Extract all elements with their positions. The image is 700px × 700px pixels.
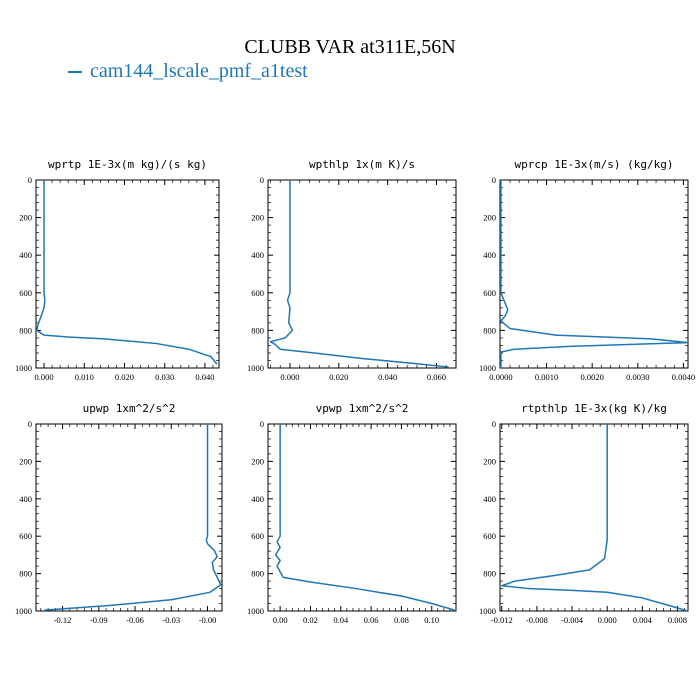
y-tick-label: 600 [19, 531, 32, 541]
legend: cam144_lscale_pmf_a1test [68, 60, 308, 83]
chart-panel-4: upwp 1xm^2/s^2 0 200 400 600 800 1000 -0.12 -0.0… [15, 402, 223, 625]
x-tick-label: 0.000 [598, 615, 617, 625]
x-tick-label: -0.09 [90, 615, 108, 625]
x-tick-label: -0.12 [54, 615, 72, 625]
x-tick-label: -0.004 [561, 615, 584, 625]
y-tick-label: 800 [483, 569, 496, 579]
panel-title: vpwp 1xm^2/s^2 [316, 402, 409, 415]
y-tick-label: 1000 [247, 606, 264, 616]
y-tick-label: 1000 [247, 363, 264, 373]
y-tick-label: 600 [19, 288, 32, 298]
series-line [36, 180, 218, 365]
x-tick-label: 0.10 [424, 615, 439, 625]
y-tick-label: 400 [251, 494, 264, 504]
y-tick-label: 1000 [15, 363, 32, 373]
y-tick-label: 0 [492, 419, 496, 429]
y-tick-label: 600 [251, 531, 264, 541]
y-tick-label: 800 [251, 325, 264, 335]
figure-title: CLUBB VAR at311E,56N [244, 36, 456, 58]
x-tick-label: 0.060 [427, 372, 446, 382]
x-tick-label: 0.0020 [580, 372, 603, 382]
y-tick-label: 800 [251, 569, 264, 579]
legend-line-swatch [68, 71, 82, 74]
y-tick-label: 1000 [479, 606, 496, 616]
x-tick-label: -0.06 [126, 615, 144, 625]
y-tick-label: 1000 [15, 606, 32, 616]
chart-panel-5: vpwp 1xm^2/s^2 0 200 400 600 800 1000 0.00 0.02 0… [247, 402, 457, 625]
chart-panel-2: wpthlp 1x(m K)/s 0 200 400 600 800 1000 0.000 0.… [247, 158, 457, 382]
y-tick-label: 0 [28, 175, 32, 185]
x-tick-label: 0.00 [273, 615, 288, 625]
panel-frame [499, 423, 689, 612]
panel-frame [267, 179, 457, 369]
y-tick-label: 400 [251, 250, 264, 260]
x-tick-label: -0.012 [491, 615, 513, 625]
x-tick-label: 0.0030 [626, 372, 649, 382]
x-tick-label: 0.040 [195, 372, 214, 382]
panel-frame [499, 179, 689, 369]
panel-title: wprcp 1E-3x(m/s) (kg/kg) [515, 158, 674, 171]
y-tick-label: 0 [260, 419, 264, 429]
y-tick-label: 200 [251, 213, 264, 223]
x-tick-label: -0.00 [199, 615, 217, 625]
y-tick-label: 0 [28, 419, 32, 429]
series-line [501, 424, 688, 611]
x-tick-label: 0.020 [329, 372, 348, 382]
x-tick-label: 0.0010 [535, 372, 558, 382]
y-tick-label: 200 [483, 213, 496, 223]
series-line [44, 424, 222, 611]
panel-title: rtpthlp 1E-3x(kg K)/kg [521, 402, 667, 415]
x-tick-label: 0.04 [333, 615, 349, 625]
x-tick-label: 0.008 [668, 615, 687, 625]
x-tick-label: 0.06 [364, 615, 379, 625]
y-tick-label: 600 [251, 288, 264, 298]
x-tick-label: 0.000 [34, 372, 53, 382]
y-tick-label: 800 [19, 569, 32, 579]
x-tick-label: 0.0040 [672, 372, 695, 382]
y-tick-label: 200 [19, 456, 32, 466]
x-tick-label: 0.004 [633, 615, 653, 625]
panel-title: wprtp 1E-3x(m kg)/(s kg) [48, 158, 207, 171]
legend-label: cam144_lscale_pmf_a1test [90, 60, 308, 82]
y-tick-label: 400 [483, 494, 496, 504]
x-tick-label: -0.008 [526, 615, 548, 625]
x-tick-label: -0.03 [162, 615, 180, 625]
x-tick-label: 0.040 [378, 372, 397, 382]
y-tick-label: 0 [260, 175, 264, 185]
series-line [269, 180, 449, 368]
y-tick-label: 600 [483, 531, 496, 541]
y-tick-label: 200 [251, 456, 264, 466]
y-tick-label: 800 [19, 325, 32, 335]
x-tick-label: 0.000 [280, 372, 299, 382]
y-tick-label: 200 [19, 213, 32, 223]
series-line [274, 424, 455, 611]
x-tick-label: 0.0000 [489, 372, 512, 382]
y-tick-label: 800 [483, 325, 496, 335]
y-tick-label: 0 [492, 175, 496, 185]
series-line [500, 180, 688, 368]
x-tick-label: 0.020 [115, 372, 134, 382]
panel-title: wpthlp 1x(m K)/s [309, 158, 415, 171]
x-tick-label: 0.030 [155, 372, 174, 382]
panel-frame [267, 423, 457, 612]
y-tick-label: 400 [483, 250, 496, 260]
x-tick-label: 0.010 [75, 372, 94, 382]
x-tick-label: 0.02 [303, 615, 318, 625]
chart-panel-1: wprtp 1E-3x(m kg)/(s kg) 0 200 400 600 800 100… [15, 158, 220, 382]
y-tick-label: 600 [483, 288, 496, 298]
panel-frame [35, 179, 220, 369]
chart-panel-3: wprcp 1E-3x(m/s) (kg/kg) 0 200 400 600 800 100… [479, 158, 695, 382]
chart-panel-6: rtpthlp 1E-3x(kg K)/kg02004006008001000-… [479, 402, 689, 625]
panel-title: upwp 1xm^2/s^2 [83, 402, 176, 415]
x-tick-label: 0.08 [394, 615, 409, 625]
y-tick-label: 400 [19, 250, 32, 260]
y-tick-label: 200 [483, 456, 496, 466]
panel-frame [35, 423, 223, 612]
y-tick-label: 400 [19, 494, 32, 504]
y-tick-label: 1000 [479, 363, 496, 373]
